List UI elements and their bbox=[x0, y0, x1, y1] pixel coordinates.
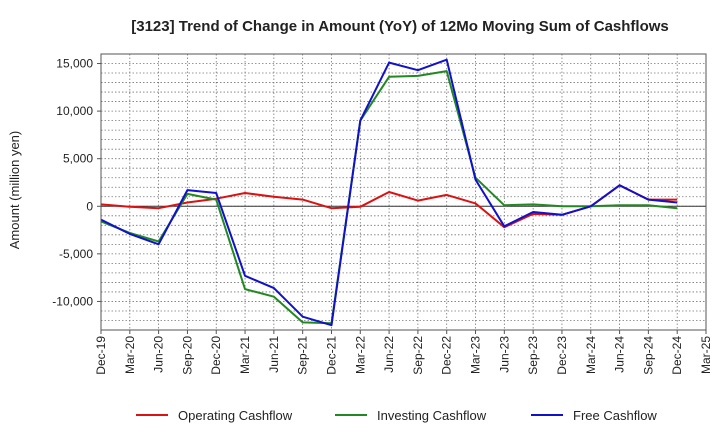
x-tick-label: Mar-22 bbox=[353, 336, 367, 374]
y-tick-label: 5,000 bbox=[63, 152, 93, 166]
y-tick-label: -10,000 bbox=[52, 294, 93, 308]
y-tick-label: 15,000 bbox=[56, 57, 93, 71]
x-tick-label: Mar-21 bbox=[238, 336, 252, 374]
x-tick-label: Dec-22 bbox=[440, 336, 454, 375]
legend-label-free-cashflow: Free Cashflow bbox=[573, 408, 657, 423]
x-tick-label: Mar-23 bbox=[469, 336, 483, 374]
x-tick-label: Jun-20 bbox=[152, 336, 166, 373]
plot-frame bbox=[100, 53, 707, 331]
x-tick-label: Mar-25 bbox=[699, 336, 713, 374]
x-tick-label: Mar-24 bbox=[584, 336, 598, 374]
y-tick-labels: 15,000 10,000 5,000 0 -5,000 -10,000 bbox=[52, 57, 101, 308]
legend: Operating Cashflow Investing Cashflow Free… bbox=[136, 408, 657, 423]
investing-cashflow-line bbox=[100, 70, 678, 325]
y-tick-label: 0 bbox=[86, 199, 93, 213]
x-tick-label: Mar-20 bbox=[123, 336, 137, 374]
x-tick-label: Dec-20 bbox=[209, 336, 223, 375]
x-tick-label: Dec-21 bbox=[324, 336, 338, 375]
free-cashflow-line bbox=[100, 58, 678, 327]
x-tick-labels: Dec-19 Mar-20 Jun-20 Sep-20 Dec-20 Mar-21 Jun-… bbox=[94, 330, 713, 375]
y-tick-label: 10,000 bbox=[56, 104, 93, 118]
chart-title: [3123] Trend of Change in Amount (YoY) o… bbox=[131, 18, 669, 35]
grid-layer bbox=[100, 54, 707, 330]
y-tick-label: -5,000 bbox=[59, 247, 93, 261]
y-axis-label: Amount (million yen) bbox=[7, 131, 22, 250]
x-tick-label: Sep-21 bbox=[296, 336, 310, 375]
x-tick-label: Sep-20 bbox=[180, 336, 194, 375]
x-tick-label: Sep-23 bbox=[526, 336, 540, 375]
legend-label-investing-cashflow: Investing Cashflow bbox=[377, 408, 487, 423]
x-tick-label: Jun-23 bbox=[497, 336, 511, 373]
x-tick-label: Dec-23 bbox=[555, 336, 569, 375]
x-tick-label: Sep-24 bbox=[641, 336, 655, 375]
series-layer bbox=[100, 58, 678, 327]
legend-label-operating-cashflow: Operating Cashflow bbox=[178, 408, 293, 423]
x-tick-label: Sep-22 bbox=[411, 336, 425, 375]
x-tick-label: Jun-22 bbox=[382, 336, 396, 373]
x-tick-label: Dec-24 bbox=[670, 336, 684, 375]
x-tick-label: Jun-21 bbox=[267, 336, 281, 373]
x-tick-label: Jun-24 bbox=[613, 336, 627, 373]
x-tick-label: Dec-19 bbox=[94, 336, 108, 375]
